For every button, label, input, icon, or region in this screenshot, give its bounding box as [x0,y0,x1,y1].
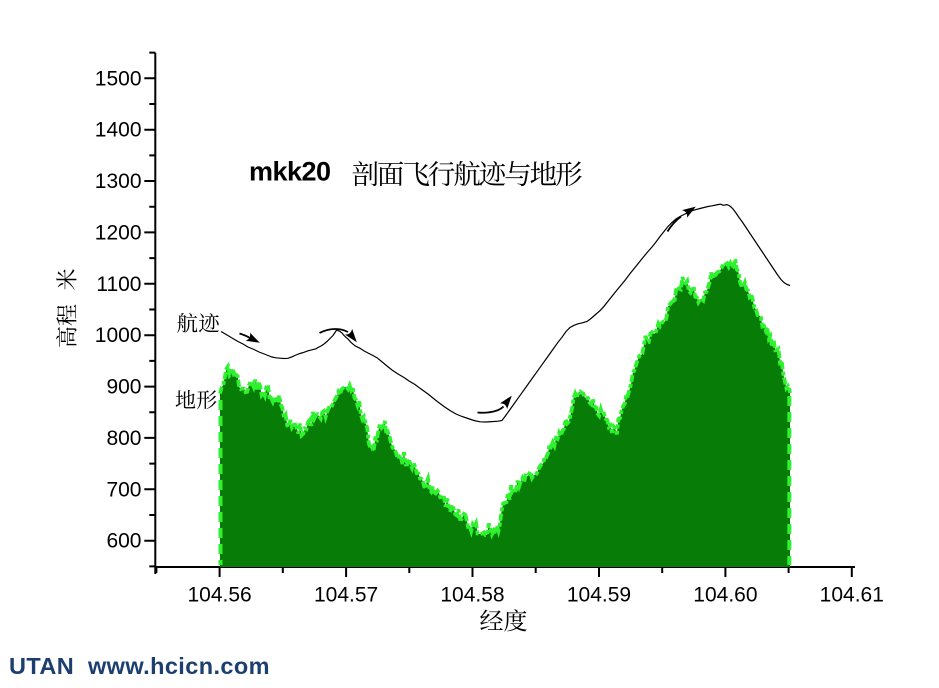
svg-text:104.56: 104.56 [187,584,251,607]
svg-text:600: 600 [106,530,141,553]
svg-text:900: 900 [106,376,141,399]
svg-text:1300: 1300 [95,170,142,193]
svg-text:104.60: 104.60 [693,584,757,607]
svg-text:mkk20: mkk20 [249,157,331,187]
svg-text:104.58: 104.58 [440,584,504,607]
svg-text:UTAN www.hcicn.com: UTAN www.hcicn.com [9,653,270,679]
svg-text:1400: 1400 [95,119,142,142]
svg-text:104.59: 104.59 [567,584,631,607]
svg-text:800: 800 [106,427,141,450]
svg-text:1000: 1000 [95,324,142,347]
svg-text:1200: 1200 [95,221,142,244]
svg-text:104.57: 104.57 [314,584,378,607]
svg-text:1100: 1100 [96,273,141,296]
svg-text:1500: 1500 [95,67,142,90]
svg-text:104.61: 104.61 [820,584,884,607]
svg-text:700: 700 [106,478,141,501]
